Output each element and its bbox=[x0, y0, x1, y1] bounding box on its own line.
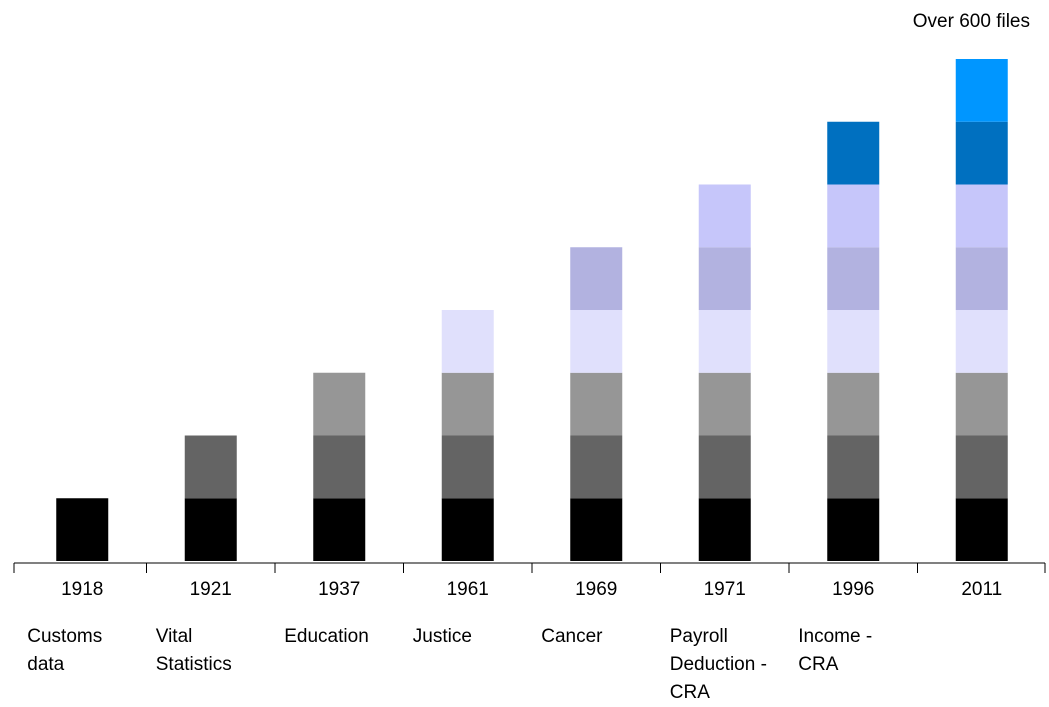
bar-segment bbox=[698, 310, 751, 373]
x-tick-label: 1969 bbox=[575, 579, 617, 600]
bar-segment bbox=[698, 498, 751, 561]
bar-segment bbox=[955, 121, 1008, 185]
bar-segment bbox=[827, 247, 880, 310]
x-tick-label: 1918 bbox=[61, 579, 103, 600]
x-tick-label: 1971 bbox=[704, 579, 746, 600]
bar-segment bbox=[313, 435, 366, 499]
bar-segment bbox=[955, 184, 1008, 248]
category-description: Income - CRA bbox=[798, 626, 873, 675]
category-description: Vital Statistics bbox=[155, 626, 232, 675]
bar-segment bbox=[827, 372, 880, 436]
category-description: Customs data bbox=[27, 626, 103, 675]
bar-segment bbox=[955, 435, 1008, 499]
annotation: Over 600 files bbox=[913, 11, 1030, 32]
category-description: Justice bbox=[412, 626, 472, 647]
category-description: Education bbox=[284, 626, 369, 647]
bar-segment bbox=[313, 372, 366, 436]
bar-segment bbox=[570, 498, 623, 561]
bar-segment bbox=[441, 498, 494, 561]
bar-segment bbox=[184, 498, 237, 561]
bar-segment bbox=[441, 372, 494, 436]
bar-segment bbox=[698, 372, 751, 436]
category-description: Payroll Deduction - CRA bbox=[669, 626, 767, 703]
bar-segment bbox=[827, 121, 880, 185]
bar-segment bbox=[955, 247, 1008, 310]
bar-segment bbox=[570, 247, 623, 310]
bar-segment bbox=[441, 310, 494, 373]
bar-segment bbox=[955, 372, 1008, 436]
bar-segment bbox=[570, 310, 623, 373]
bar-segment bbox=[827, 435, 880, 499]
bar-segment bbox=[827, 184, 880, 248]
x-tick-label: 1996 bbox=[832, 579, 874, 600]
bar-segment bbox=[955, 310, 1008, 373]
bar-segment bbox=[698, 435, 751, 499]
category-description: Cancer bbox=[541, 626, 603, 647]
bar-segment bbox=[955, 498, 1008, 561]
bar-segment bbox=[698, 184, 751, 248]
bar-segment bbox=[570, 435, 623, 499]
bar-segment bbox=[313, 498, 366, 561]
bar-segment bbox=[570, 372, 623, 436]
bar-segment bbox=[698, 247, 751, 310]
x-tick-label: 2011 bbox=[961, 579, 1002, 600]
bar-segment bbox=[56, 498, 109, 561]
x-tick-label: 1937 bbox=[318, 579, 360, 600]
bar-segment bbox=[827, 310, 880, 373]
x-tick-label: 1961 bbox=[447, 579, 489, 600]
bar-segment bbox=[955, 59, 1008, 122]
x-tick-label: 1921 bbox=[190, 579, 232, 600]
bar-segment bbox=[827, 498, 880, 561]
bar-segment bbox=[441, 435, 494, 499]
bar-segment bbox=[184, 435, 237, 499]
